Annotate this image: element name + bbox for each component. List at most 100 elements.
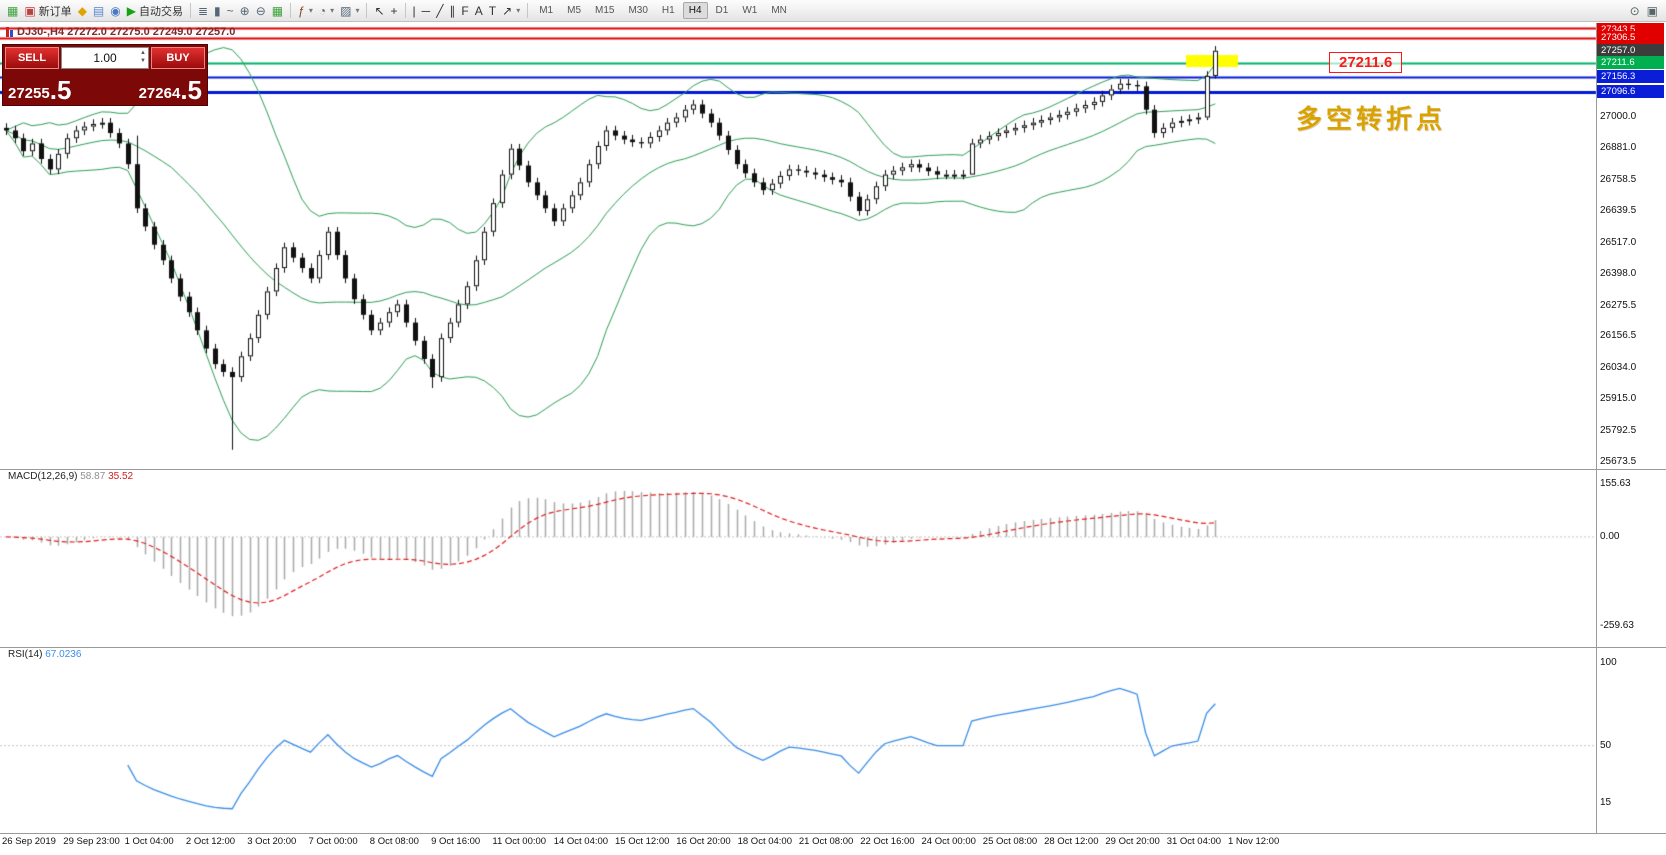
time-axis-separator bbox=[0, 833, 1666, 834]
autotrade-button-label: 自动交易 bbox=[138, 5, 183, 18]
price-axis-label: 26156.5 bbox=[1600, 330, 1637, 342]
cursor-icon[interactable]: ↖ bbox=[371, 4, 387, 18]
window-icon[interactable]: ▣ bbox=[1646, 3, 1658, 18]
chart-window-icon[interactable]: ▤ bbox=[90, 4, 107, 18]
buy-price[interactable]: 27264.5 bbox=[138, 75, 202, 106]
time-axis-label: 1 Nov 12:00 bbox=[1228, 836, 1280, 847]
price-annotation-box[interactable]: 27211.6 bbox=[1329, 52, 1403, 73]
crosshair-icon[interactable]: + bbox=[388, 4, 401, 18]
timeframe-mn[interactable]: MN bbox=[771, 5, 787, 16]
rsi-panel-separator[interactable] bbox=[0, 647, 1666, 648]
trendline-icon[interactable]: ╱ bbox=[433, 4, 446, 18]
arrows-icon[interactable]: ↗ ▾ bbox=[499, 4, 523, 18]
macd-axis-label: -259.63 bbox=[1600, 619, 1634, 631]
channel-icon[interactable]: ∥ bbox=[446, 4, 458, 18]
timeframe-h4[interactable]: H4 bbox=[682, 2, 708, 19]
toolbar-separator bbox=[366, 3, 368, 18]
one-click-trading-panel: SELL 1.00 ▲ ▼ BUY 27255.5 27264.5 bbox=[2, 44, 208, 106]
timeframe-m30[interactable]: M30 bbox=[628, 5, 648, 16]
periods-icon[interactable]: ◔ ▾ bbox=[316, 4, 337, 18]
line-chart-icon[interactable]: ~ bbox=[224, 4, 237, 18]
time-axis-label: 31 Oct 04:00 bbox=[1166, 836, 1222, 847]
chinese-annotation[interactable]: 多空转折点 bbox=[1296, 104, 1447, 134]
timeframe-d1[interactable]: D1 bbox=[715, 5, 729, 16]
time-axis-label: 22 Oct 16:00 bbox=[860, 836, 915, 847]
price-axis-label: 25792.5 bbox=[1600, 425, 1637, 436]
grid-icon[interactable]: ▦ bbox=[269, 4, 286, 18]
price-axis-label: 26758.5 bbox=[1600, 174, 1637, 186]
new-order-button[interactable]: ▣ 新订单 bbox=[21, 2, 74, 20]
time-axis-label: 28 Oct 12:00 bbox=[1044, 836, 1099, 847]
timeframe-h1[interactable]: H1 bbox=[661, 5, 675, 16]
rsi-value: 67.0236 bbox=[45, 649, 82, 660]
text-icon[interactable]: A bbox=[472, 4, 486, 18]
chevron-down-icon[interactable]: ▾ bbox=[330, 6, 335, 15]
volume-stepper[interactable]: 1.00 ▲ ▼ bbox=[61, 47, 149, 69]
price-axis-label: 26517.0 bbox=[1600, 236, 1637, 248]
price-axis-label: 25673.5 bbox=[1600, 455, 1637, 467]
macd-main-value: 58.87 bbox=[80, 471, 106, 482]
sell-price[interactable]: 27255.5 bbox=[8, 75, 72, 106]
label-icon[interactable]: T bbox=[486, 4, 499, 18]
chevron-down-icon[interactable]: ▾ bbox=[308, 6, 313, 15]
price-axis-label: 26275.5 bbox=[1600, 299, 1637, 311]
fibonacci-icon[interactable]: F bbox=[458, 4, 471, 18]
volume-down-icon[interactable]: ▼ bbox=[140, 57, 146, 64]
trade-controls-row: SELL 1.00 ▲ ▼ BUY bbox=[5, 47, 205, 69]
price-axis-separator bbox=[1596, 23, 1597, 833]
rsi-axis-label: 50 bbox=[1600, 739, 1612, 751]
timeframe-bar: M1 M5 M15 M30 H1 H4 D1 W1 MN bbox=[532, 2, 794, 19]
time-axis-label: 11 Oct 00:00 bbox=[492, 836, 547, 847]
buy-button[interactable]: BUY bbox=[151, 47, 205, 69]
arrows-icon: ↗ bbox=[502, 3, 513, 18]
volume-arrows: ▲ ▼ bbox=[140, 50, 146, 66]
hline-icon[interactable]: ─ bbox=[419, 4, 434, 18]
cursor-icon: ↖ bbox=[374, 3, 385, 18]
price-axis-label: 26034.0 bbox=[1600, 362, 1637, 374]
macd-panel-separator[interactable] bbox=[0, 469, 1666, 470]
templates-icon[interactable]: ▨ ▾ bbox=[337, 4, 362, 18]
sell-button[interactable]: SELL bbox=[5, 47, 59, 69]
time-axis-label: 7 Oct 00:00 bbox=[308, 836, 358, 847]
market-watch-icon: ◉ bbox=[110, 3, 121, 18]
rsi-header: RSI(14) 67.0236 bbox=[8, 649, 81, 660]
macd-signal-value: 35.52 bbox=[108, 471, 134, 482]
zoom-out-icon[interactable]: ⊖ bbox=[253, 4, 269, 18]
toolbar-separator bbox=[290, 3, 292, 18]
candlestick-icon[interactable]: ▮ bbox=[211, 4, 224, 18]
autotrade-button[interactable]: ▶ 自动交易 bbox=[124, 2, 186, 20]
vline-icon[interactable]: | bbox=[410, 4, 419, 18]
alert-icon[interactable]: ◆ bbox=[75, 4, 90, 18]
new-chart-icon[interactable]: ▦ bbox=[4, 4, 21, 18]
alert-icon: ◆ bbox=[77, 3, 87, 18]
price-axis-label: 27000.0 bbox=[1600, 111, 1637, 123]
indicators-icon[interactable]: ƒ ▾ bbox=[295, 4, 316, 18]
timeframe-m5[interactable]: M5 bbox=[567, 5, 582, 16]
price-tag: 27211.6 bbox=[1597, 55, 1664, 69]
periods-icon: ◔ bbox=[318, 3, 327, 18]
toolbar-buttons: ▦ ▣ 新订单 ◆ ▤ ◉ ▶ 自动交易 ≣ ▮ ~ ⊕ ⊖ ▦ ƒ ▾ ◔ ▾ ▨ ▾ ↖ + | ─ ╱ ∥ F A T ↗ ▾ bbox=[4, 2, 532, 20]
volume-up-icon[interactable]: ▲ bbox=[140, 50, 146, 56]
timeframe-m15[interactable]: M15 bbox=[595, 5, 615, 16]
time-axis-label: 21 Oct 08:00 bbox=[798, 836, 854, 847]
market-watch-icon[interactable]: ◉ bbox=[107, 4, 123, 18]
time-axis-label: 8 Oct 08:00 bbox=[369, 836, 419, 847]
vline-icon: | bbox=[412, 3, 416, 18]
chevron-down-icon[interactable]: ▾ bbox=[516, 6, 521, 15]
time-axis-label: 14 Oct 04:00 bbox=[553, 836, 609, 847]
bar-chart-icon[interactable]: ≣ bbox=[195, 4, 211, 18]
zoom-in-icon: ⊕ bbox=[239, 3, 250, 18]
search-icon[interactable]: ⊙ bbox=[1629, 3, 1640, 18]
text-icon: A bbox=[474, 3, 483, 18]
time-axis-label: 1 Oct 04:00 bbox=[124, 836, 174, 847]
macd-axis-label: 155.63 bbox=[1600, 477, 1631, 489]
zoom-in-icon[interactable]: ⊕ bbox=[237, 4, 253, 18]
symbol-icon bbox=[6, 27, 13, 37]
timeframe-m1[interactable]: M1 bbox=[539, 5, 554, 16]
toolbar-separator bbox=[527, 3, 529, 18]
timeframe-w1[interactable]: W1 bbox=[742, 5, 758, 16]
grid-icon: ▦ bbox=[271, 3, 284, 18]
chevron-down-icon[interactable]: ▾ bbox=[355, 6, 360, 15]
